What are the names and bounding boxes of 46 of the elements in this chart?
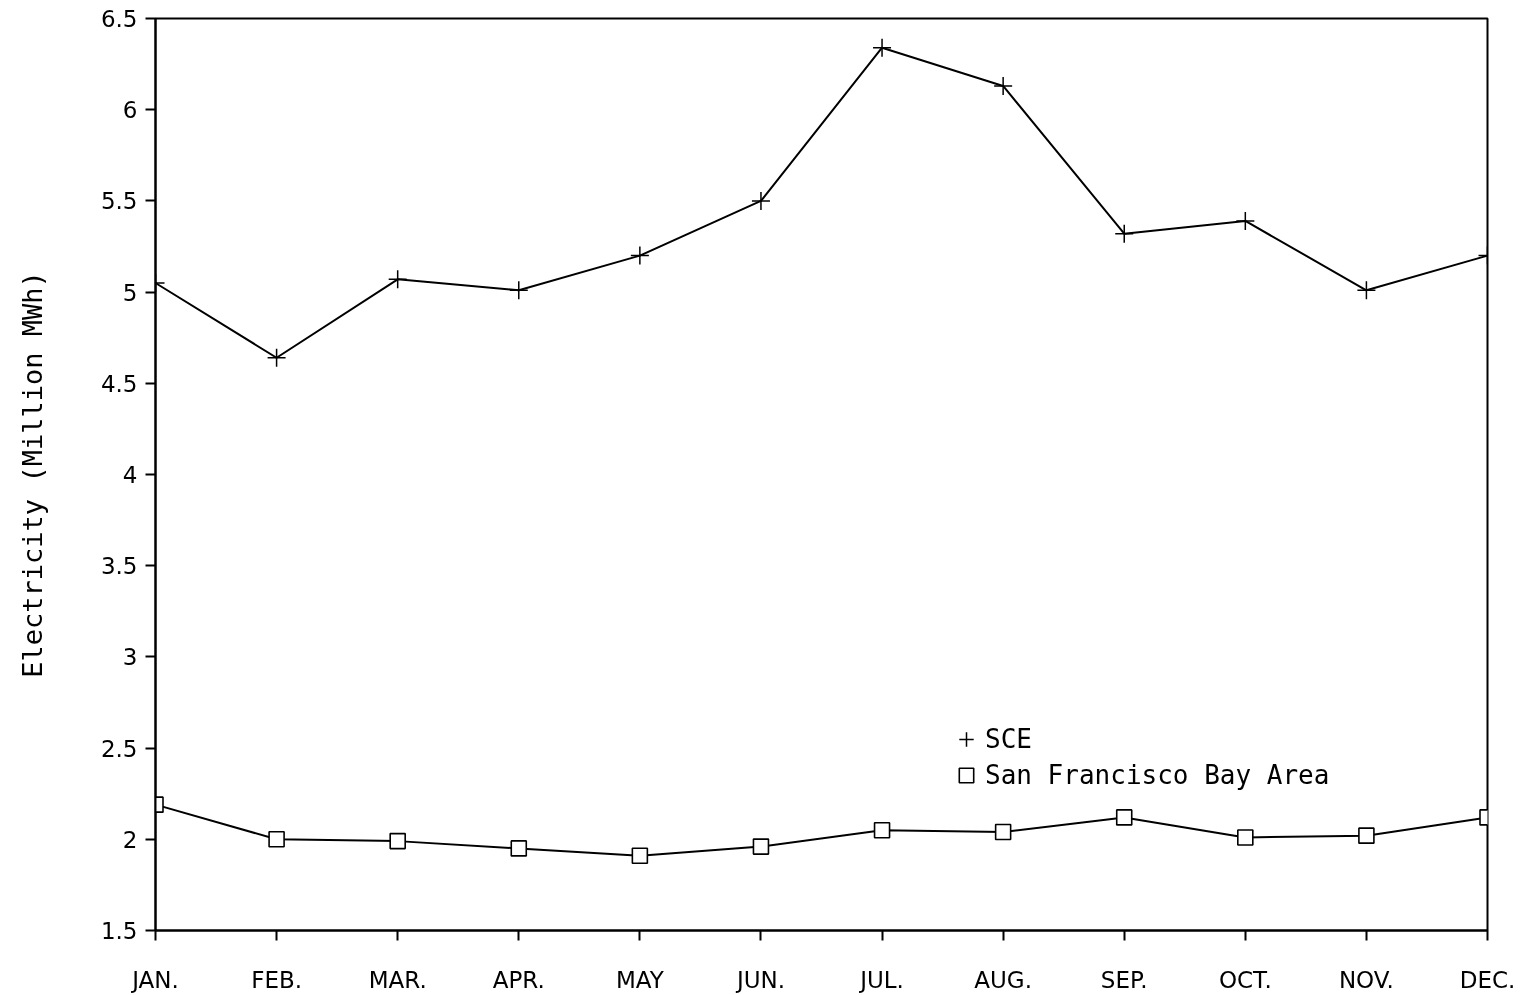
x-tick-label: JAN. xyxy=(130,966,179,993)
legend-label: SCE xyxy=(985,723,1032,755)
y-axis-title: Electricity (Million MWh) xyxy=(16,271,48,678)
y-tick-label: 2 xyxy=(122,826,138,853)
y-tick-label: 3 xyxy=(122,644,138,671)
x-tick-label: APR. xyxy=(492,966,545,993)
x-tick-label: NOV. xyxy=(1338,966,1394,993)
y-tick-label: 3.5 xyxy=(100,553,138,580)
y-tick-label: 6.5 xyxy=(100,6,138,32)
y-tick-label: 4 xyxy=(122,462,138,488)
point xyxy=(872,37,892,58)
x-tick-label: SEP. xyxy=(1100,966,1148,993)
point xyxy=(993,76,1013,96)
point xyxy=(268,831,285,848)
x-tick-label: OCT. xyxy=(1218,966,1272,993)
point xyxy=(1114,223,1134,244)
point xyxy=(1358,827,1375,844)
x-tick-label: FEB. xyxy=(251,966,303,993)
point xyxy=(751,191,771,211)
y-tick-label: 6 xyxy=(122,97,138,124)
point xyxy=(509,280,529,301)
x-tick-label: DEC. xyxy=(1459,966,1516,993)
point xyxy=(630,245,650,266)
point xyxy=(994,823,1012,841)
x-tick-label: MAY xyxy=(615,966,665,993)
point xyxy=(266,348,287,368)
point xyxy=(1235,211,1256,231)
y-tick-label: 1.5 xyxy=(100,918,138,944)
point xyxy=(873,821,891,839)
point xyxy=(510,840,528,857)
y-tick-label: 4.5 xyxy=(100,370,138,397)
point xyxy=(1115,809,1133,826)
x-tick-label: AUG. xyxy=(974,966,1032,993)
y-tick-label: 5 xyxy=(122,279,138,306)
y-tick-label: 2.5 xyxy=(100,735,138,762)
x-tick-label: MAR. xyxy=(368,966,427,993)
x-tick-label: JUN. xyxy=(734,966,786,993)
legend-label: San Francisco Bay Area xyxy=(985,759,1330,791)
point xyxy=(631,847,649,865)
point xyxy=(1356,280,1377,301)
point xyxy=(387,269,408,290)
y-tick-label: 5.5 xyxy=(100,188,138,215)
point xyxy=(752,838,770,855)
point xyxy=(1237,829,1254,846)
point xyxy=(389,832,406,850)
x-tick-label: JUL. xyxy=(858,966,904,993)
